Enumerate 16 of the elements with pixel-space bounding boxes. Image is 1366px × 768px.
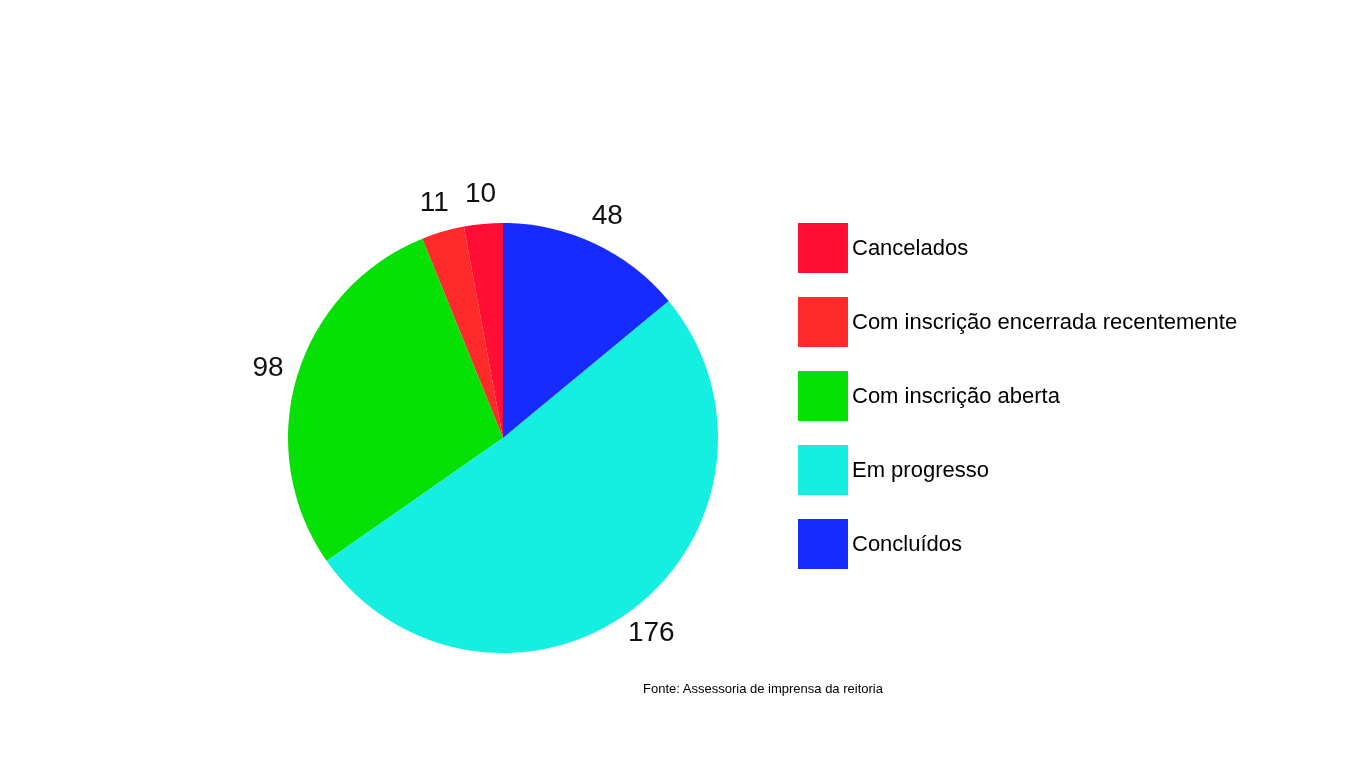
legend-label: Cancelados (852, 235, 969, 260)
pie-slice (288, 238, 503, 562)
legend-label: Em progresso (852, 457, 989, 482)
data-label: 98 (252, 351, 284, 383)
legend-label: Com inscrição encerrada recentemente (852, 309, 1238, 334)
pie-slice (463, 223, 503, 438)
data-label: 48 (591, 199, 623, 231)
pie-slice (422, 226, 503, 438)
data-label: 11 (419, 185, 449, 217)
legend-label: Com inscrição aberta (852, 383, 1061, 408)
pie-slice (503, 223, 669, 438)
pie-slice (326, 300, 718, 653)
data-label: 10 (465, 177, 497, 209)
source-note: Fonte: Assessoria de imprensa da reitoria (643, 681, 884, 696)
data-label: 176 (627, 616, 675, 647)
legend-label: Concluídos (852, 531, 963, 556)
